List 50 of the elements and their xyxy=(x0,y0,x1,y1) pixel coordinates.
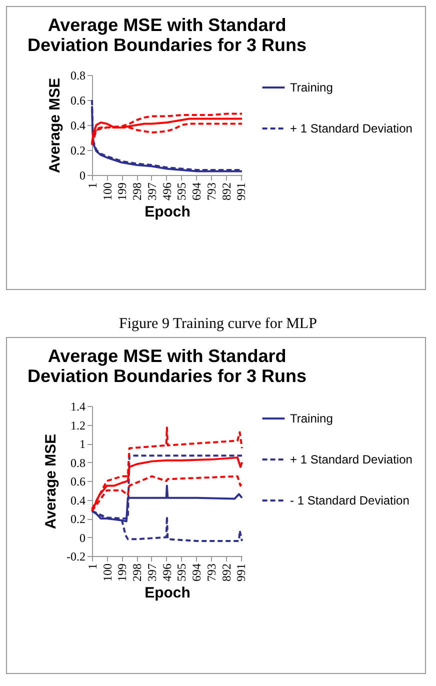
text: Average MSE with Standard xyxy=(48,15,286,35)
x-tick-label: 298 xyxy=(130,182,144,200)
y-tick-label: 0.4 xyxy=(70,493,86,508)
y-tick-label: -0.2 xyxy=(66,550,86,564)
legend-label: Training xyxy=(290,412,333,426)
y-tick-label: 0 xyxy=(80,168,86,182)
text: Deviation Boundaries for 3 Runs xyxy=(27,35,307,55)
legend-label: + 1 Standard Deviation xyxy=(290,122,412,136)
x-tick-label: 595 xyxy=(174,182,189,200)
y-tick-label: 0.8 xyxy=(70,456,86,470)
x-axis-title: Epoch xyxy=(144,204,190,220)
x-tick-label: 496 xyxy=(160,182,174,200)
x-axis-title: Epoch xyxy=(144,584,190,602)
y-tick-label: 1.2 xyxy=(70,418,86,432)
x-tick-label: 1 xyxy=(86,564,100,570)
x-tick-label: 892 xyxy=(219,182,234,200)
x-tick-label: 199 xyxy=(115,564,130,582)
x-tick-label: 694 xyxy=(190,564,204,582)
y-tick-label: 0.6 xyxy=(70,94,86,108)
x-tick-label: 100 xyxy=(100,564,114,582)
legend-label: + 1 Standard Deviation xyxy=(290,452,412,466)
y-tick-label: 0.6 xyxy=(70,474,86,488)
caption: Figure 9 Training curve for MLP xyxy=(118,316,318,333)
y-tick-label: 0.4 xyxy=(70,118,86,132)
y-tick-label: 0.8 xyxy=(70,68,86,82)
y-tick-label: 1 xyxy=(80,437,86,451)
x-tick-label: 397 xyxy=(144,564,159,582)
x-tick-label: 397 xyxy=(144,182,159,200)
legend-label: Training xyxy=(290,80,333,94)
x-tick-label: 496 xyxy=(160,564,174,582)
x-tick-label: 793 xyxy=(204,182,218,200)
y-tick-label: 0.2 xyxy=(70,512,86,526)
x-tick-label: 793 xyxy=(204,564,218,582)
x-tick-label: 991 xyxy=(234,182,248,200)
x-tick-label: 298 xyxy=(130,564,144,582)
x-tick-label: 100 xyxy=(100,182,114,200)
y-tick-label: 0.2 xyxy=(70,144,86,158)
text: Deviation Boundaries for 3 Runs xyxy=(27,366,307,386)
text: Average MSE with Standard xyxy=(48,346,286,366)
legend-label: - 1 Standard Deviation xyxy=(290,494,410,508)
y-axis-title: Average MSE xyxy=(46,78,64,174)
y-tick-label: 1.4 xyxy=(70,400,86,414)
x-tick-label: 1 xyxy=(86,182,100,188)
x-tick-label: 595 xyxy=(174,564,189,582)
x-tick-label: 199 xyxy=(115,182,130,200)
x-tick-label: 892 xyxy=(219,564,234,582)
x-tick-label: 694 xyxy=(190,182,204,200)
x-tick-label: 991 xyxy=(234,564,248,582)
y-axis-title: Average MSE xyxy=(42,434,60,530)
y-tick-label: 0 xyxy=(80,530,86,545)
